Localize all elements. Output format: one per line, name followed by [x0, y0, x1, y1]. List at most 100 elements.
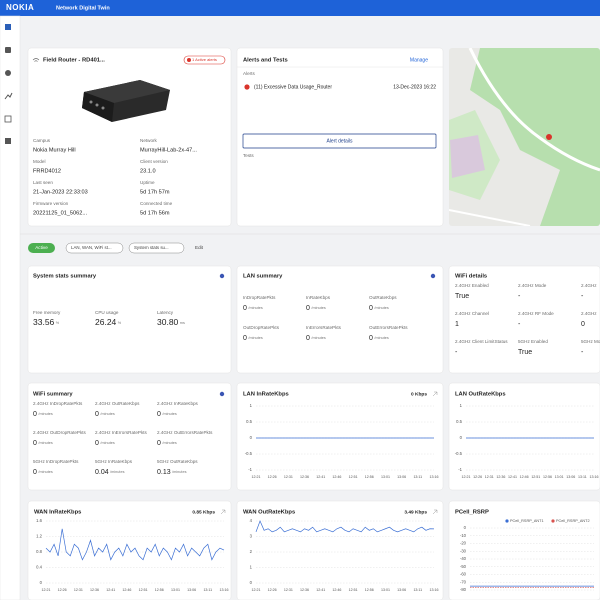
x-tick-label: 12:31 [284, 588, 293, 592]
metric-label: InDropRatePkts [243, 295, 276, 300]
metric-unit: /minutes [162, 441, 176, 445]
x-tick-label: 12:51 [349, 588, 358, 592]
y-tick-label: -20 [460, 541, 467, 546]
metric-label: 5GHz Enabled [518, 339, 548, 344]
info-icon [430, 273, 436, 279]
metric-value: True [455, 293, 469, 300]
y-tick-label: 0 [464, 525, 467, 530]
nav-icon[interactable] [5, 24, 11, 30]
y-tick-label: -30 [460, 548, 467, 553]
badge-text: 1 Active alerts [192, 57, 217, 62]
metric-label: 2.4GHz OutDropRatePkts [33, 430, 87, 435]
field-value: Nokia Murray Hill [33, 147, 76, 153]
data-line [255, 520, 435, 533]
alert-details-button[interactable] [242, 133, 437, 149]
device-card [27, 47, 232, 227]
alerts-title: Alerts and Tests [243, 58, 288, 64]
metric-number: - [455, 349, 458, 356]
nav-icon[interactable] [5, 47, 11, 53]
metric-label: 2.4GHz Client LimitStatus [455, 339, 508, 344]
dropdown[interactable] [65, 242, 124, 254]
tests-label: Tests [243, 153, 254, 158]
metric-value: 0/minutes [95, 440, 115, 447]
chart-title: WAN InRateKbps [34, 510, 81, 516]
alert-text[interactable]: (11) Excessive Data Usage_Router [254, 84, 332, 90]
x-tick-label: 12:26 [58, 588, 67, 592]
chart-current: 3.49 Kbps [404, 509, 427, 515]
x-tick-label: 13:11 [413, 588, 422, 592]
card [236, 500, 444, 600]
x-tick-label: 13:16 [430, 588, 439, 592]
device-title: Field Router - RD401... [43, 58, 105, 64]
x-tick-label: 13:11 [578, 475, 587, 479]
metric-number: 0.13 [157, 469, 171, 476]
y-tick-label: 1 [460, 403, 463, 408]
metric-number: 0 [243, 335, 247, 342]
card [27, 265, 232, 374]
legend-swatch [505, 519, 509, 523]
nav-icon[interactable] [5, 138, 11, 144]
field-label: Last seen [33, 180, 53, 185]
metric-label: 2.4GHz InDropRatePkts [33, 401, 83, 406]
card-title: System stats summary [33, 274, 97, 280]
dropdown[interactable] [128, 242, 185, 254]
info-icon [219, 273, 225, 279]
metric-unit: /minutes [374, 336, 388, 340]
field-label: Model [33, 159, 46, 164]
x-tick-label: 12:46 [122, 588, 131, 592]
metric-unit: /minutes [248, 306, 262, 310]
metric-label: 2.4GHz InErrorsRatePkts [95, 430, 148, 435]
metric-label: Latency [157, 310, 174, 315]
metric-unit: ms [180, 321, 185, 325]
nav-icon[interactable] [5, 70, 11, 76]
metric-value: 0/minutes [157, 440, 177, 447]
metric-value: - [518, 293, 521, 300]
legend-swatch [551, 519, 555, 523]
y-tick-label: 0.4 [36, 565, 42, 570]
y-tick-label: -40 [460, 556, 467, 561]
metric-label: 2.4GHz OutRateKbps [95, 401, 140, 406]
metric-number: 0 [306, 305, 310, 312]
card-title: WiFi summary [33, 392, 73, 398]
metric-number: True [455, 293, 469, 300]
y-tick-label: 0.5 [246, 419, 252, 424]
metric-number: 30.80 [157, 317, 179, 327]
metric-unit: /minutes [100, 441, 114, 445]
x-tick-label: 13:11 [203, 588, 212, 592]
x-tick-label: 12:36 [300, 588, 309, 592]
dropdown-label: System stats su... [134, 245, 169, 250]
field-label: Uptime [140, 180, 155, 185]
y-tick-label: 0 [250, 435, 253, 440]
alert-badge[interactable] [183, 55, 226, 65]
field-value: 5d 17h 56m [140, 210, 170, 216]
manage-link[interactable]: Manage [410, 57, 428, 63]
map[interactable] [449, 48, 600, 226]
nav-icon[interactable] [4, 115, 12, 123]
edit-link[interactable]: Edit [195, 245, 204, 250]
x-tick-label: 12:56 [543, 475, 552, 479]
metric-unit: /minutes [248, 336, 262, 340]
metric-unit: /minutes [110, 470, 124, 474]
alert-icon [244, 84, 250, 90]
metric-number: 0 [157, 411, 161, 418]
chart-title: LAN OutRateKbps [455, 392, 506, 398]
field-label: Campus [33, 138, 51, 143]
sidebar [0, 15, 21, 600]
x-tick-label: 12:41 [316, 588, 325, 592]
nav-icon[interactable] [4, 92, 13, 100]
metric-label: OutRateKbps [369, 295, 397, 300]
metric-number: 0 [581, 321, 585, 328]
metric-number: - [581, 349, 584, 356]
y-tick-label: -0.5 [455, 451, 463, 456]
status-pill[interactable] [28, 243, 55, 253]
metric-value: - [518, 321, 521, 328]
y-tick-label: 1.6 [36, 518, 42, 523]
legend-label: PCell_RSRP_ANT1 [510, 519, 544, 523]
y-tick-label: 0.5 [456, 419, 462, 424]
metric-unit: % [56, 321, 60, 325]
x-tick-label: 12:26 [473, 475, 482, 479]
metric-value: 0/minutes [369, 335, 389, 342]
metric-number: 1 [455, 321, 459, 328]
metric-label: OutDropRatePkts [243, 325, 280, 330]
x-tick-label: 12:36 [300, 475, 309, 479]
